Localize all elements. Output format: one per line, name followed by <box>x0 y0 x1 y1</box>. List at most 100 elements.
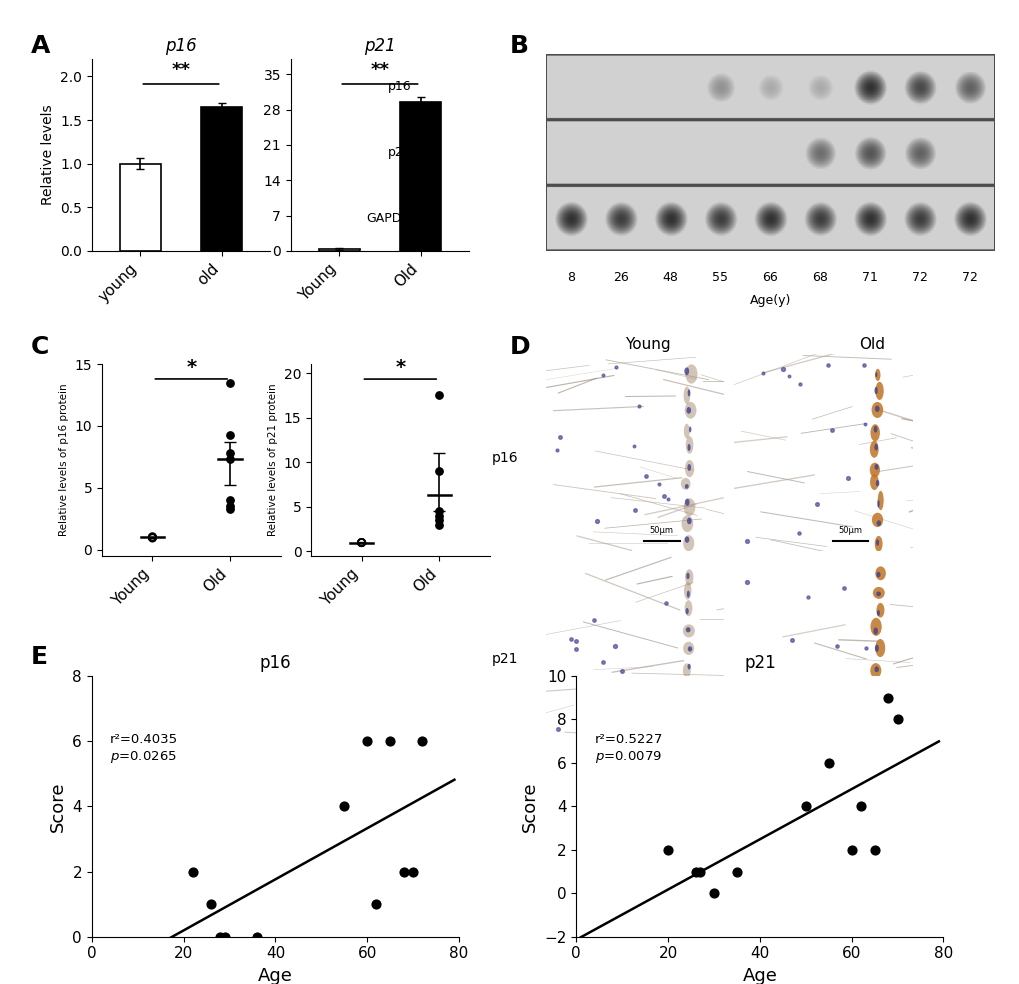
Text: Young: Young <box>625 338 669 352</box>
Point <box>353 534 369 550</box>
Point <box>607 359 624 375</box>
Text: 66: 66 <box>761 271 777 283</box>
Point <box>705 886 721 901</box>
Point <box>855 356 871 372</box>
Text: p21: p21 <box>491 652 518 666</box>
Ellipse shape <box>686 679 692 697</box>
Text: C: C <box>31 335 49 358</box>
Ellipse shape <box>875 572 879 578</box>
Point <box>353 534 369 550</box>
Title: p16: p16 <box>165 36 197 55</box>
Point <box>249 929 265 945</box>
Point <box>589 514 605 529</box>
Ellipse shape <box>688 426 691 432</box>
Bar <box>319 249 360 251</box>
Ellipse shape <box>686 701 688 707</box>
Point <box>635 700 651 715</box>
Point <box>627 503 643 519</box>
Point <box>431 388 447 403</box>
Point <box>613 663 630 679</box>
Ellipse shape <box>873 695 881 713</box>
Ellipse shape <box>874 369 879 381</box>
Text: GAPDH: GAPDH <box>366 212 411 224</box>
Text: 50μm: 50μm <box>649 728 674 737</box>
Point <box>738 533 754 549</box>
Point <box>222 452 238 467</box>
Point <box>568 642 584 657</box>
Point <box>774 361 791 377</box>
Point <box>585 612 601 628</box>
Point <box>843 842 859 858</box>
Text: r²=0.4035
$p$=0.0265: r²=0.4035 $p$=0.0265 <box>110 733 178 765</box>
Ellipse shape <box>684 583 691 599</box>
Point <box>790 525 806 541</box>
Point <box>754 365 770 381</box>
Point <box>630 399 646 414</box>
Ellipse shape <box>685 460 694 477</box>
Point <box>548 443 565 459</box>
Ellipse shape <box>682 700 689 715</box>
Text: 71: 71 <box>861 271 877 283</box>
Point <box>222 501 238 517</box>
Point <box>562 631 579 646</box>
Point <box>655 488 672 504</box>
Ellipse shape <box>875 700 878 707</box>
Ellipse shape <box>869 462 879 477</box>
Point <box>353 534 369 550</box>
Ellipse shape <box>680 478 690 490</box>
Text: p21: p21 <box>387 146 411 159</box>
Text: 68: 68 <box>811 271 827 283</box>
Ellipse shape <box>682 663 690 678</box>
Point <box>431 463 447 479</box>
Ellipse shape <box>873 741 876 748</box>
Ellipse shape <box>686 721 691 726</box>
Ellipse shape <box>685 436 693 454</box>
Point <box>857 707 873 722</box>
Text: 50μm: 50μm <box>649 526 674 535</box>
Point <box>852 799 868 815</box>
Ellipse shape <box>873 426 876 433</box>
Point <box>431 517 447 532</box>
Ellipse shape <box>876 718 882 735</box>
Text: *: * <box>186 358 196 377</box>
Text: E: E <box>31 645 48 668</box>
Text: p16: p16 <box>491 451 518 464</box>
Point <box>594 653 610 669</box>
Point <box>687 864 703 880</box>
Ellipse shape <box>682 718 694 731</box>
Text: 26: 26 <box>612 271 628 283</box>
Point <box>606 638 623 653</box>
Ellipse shape <box>869 441 877 458</box>
Point <box>594 367 610 383</box>
Text: A: A <box>31 34 50 58</box>
Point <box>889 711 905 727</box>
Point <box>395 864 412 880</box>
Point <box>856 679 872 695</box>
Ellipse shape <box>686 590 689 597</box>
Y-axis label: Relative levels of p16 protein: Relative levels of p16 protein <box>59 384 69 536</box>
Ellipse shape <box>683 498 695 516</box>
Ellipse shape <box>687 646 692 651</box>
Point <box>836 580 852 595</box>
Point <box>879 690 896 706</box>
Point <box>644 734 660 750</box>
Point <box>222 427 238 443</box>
Ellipse shape <box>687 390 690 397</box>
Y-axis label: Relative levels of p21 protein: Relative levels of p21 protein <box>268 384 278 536</box>
Text: **: ** <box>370 61 389 79</box>
Point <box>659 842 676 858</box>
Point <box>784 632 800 647</box>
Ellipse shape <box>685 608 688 614</box>
Point <box>839 470 855 486</box>
Ellipse shape <box>872 628 877 635</box>
Title: p21: p21 <box>364 36 395 55</box>
X-axis label: Age: Age <box>258 967 292 984</box>
Ellipse shape <box>874 639 884 657</box>
Text: 8: 8 <box>567 271 574 283</box>
Ellipse shape <box>687 664 690 669</box>
Point <box>222 446 238 461</box>
Point <box>414 733 430 749</box>
Point <box>823 422 840 438</box>
Point <box>773 672 790 688</box>
Point <box>819 755 836 770</box>
